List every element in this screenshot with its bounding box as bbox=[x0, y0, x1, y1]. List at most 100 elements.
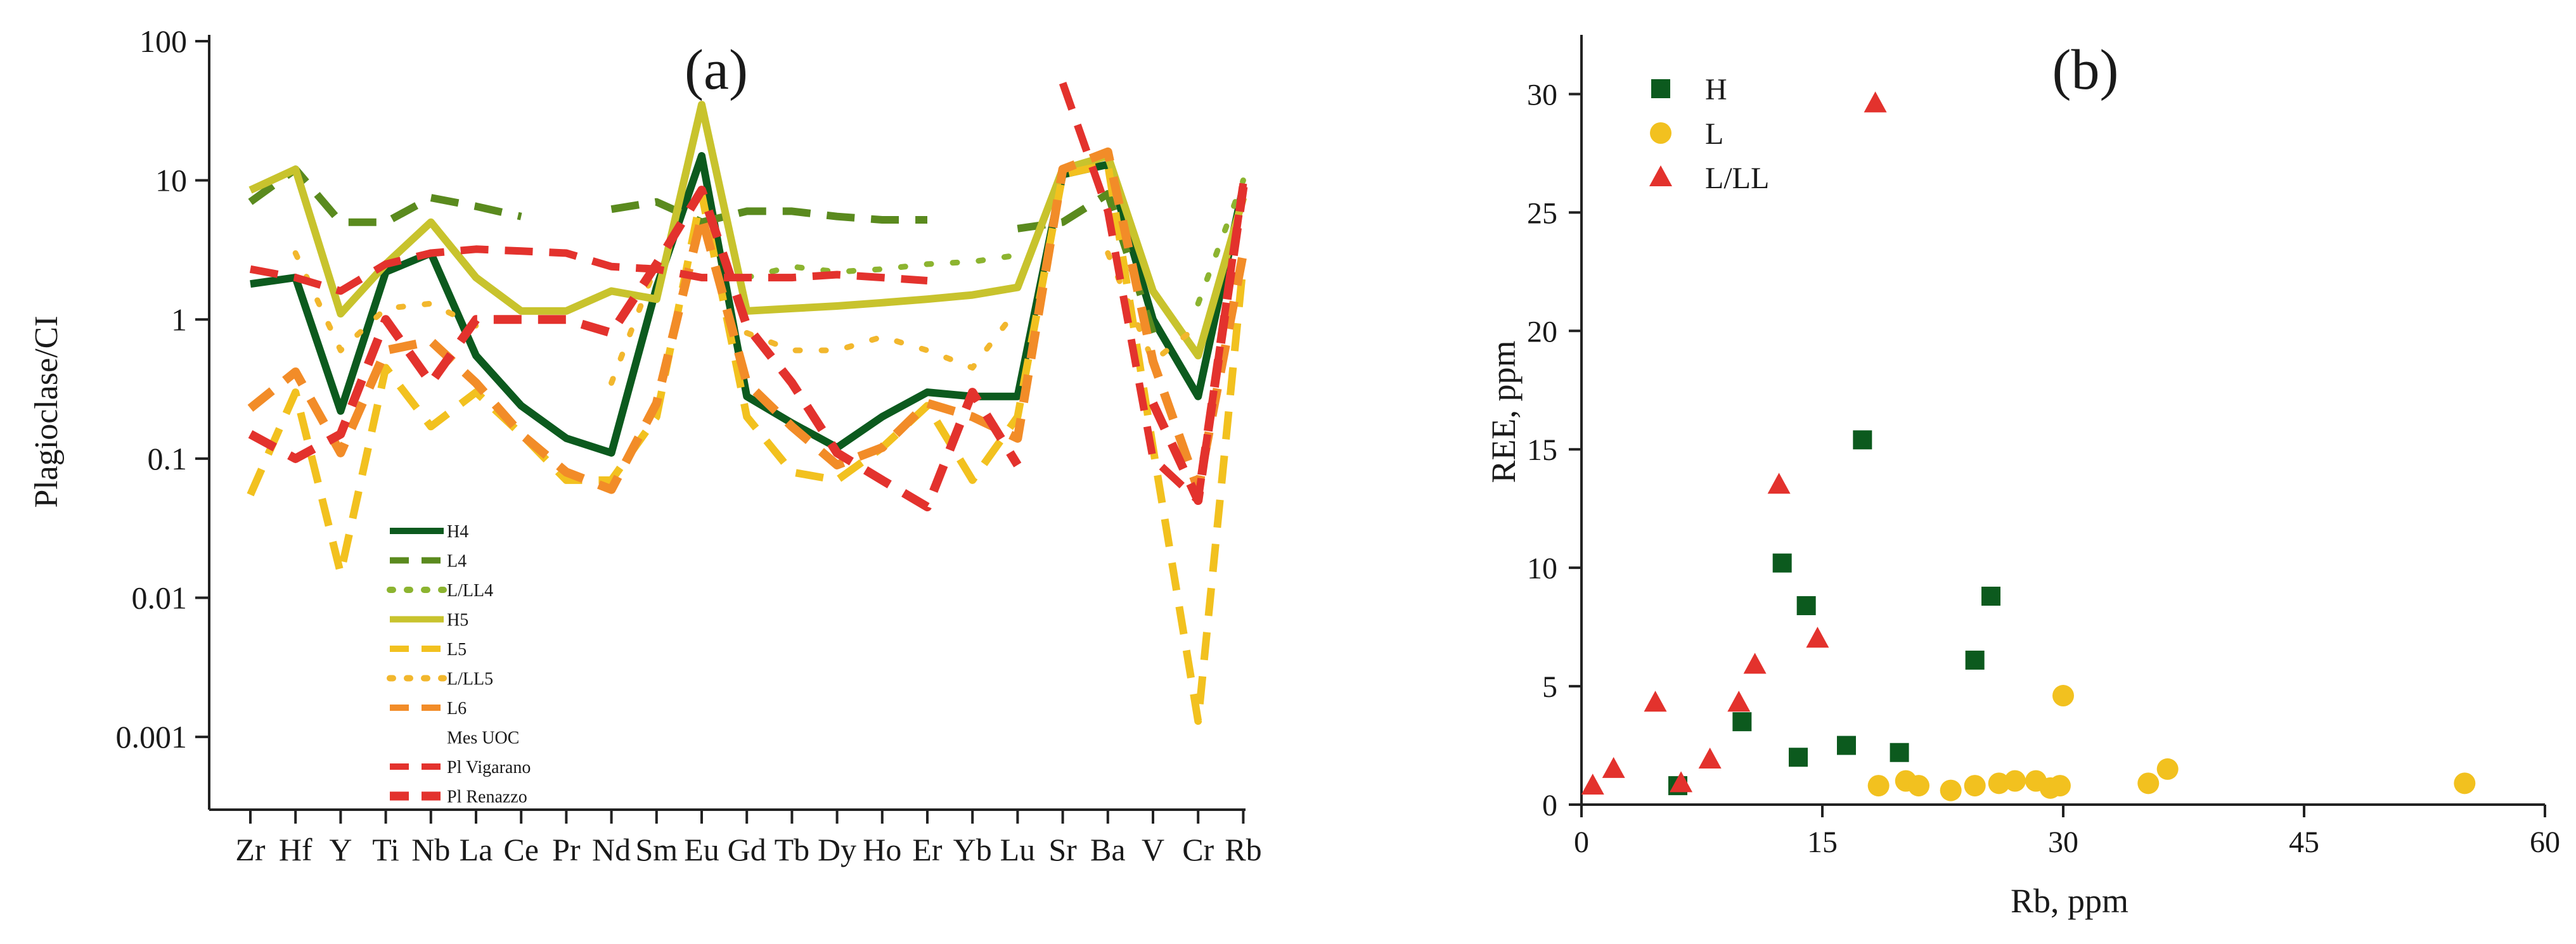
series-line-pl-renazzo bbox=[248, 186, 1248, 512]
legend-label-h: H bbox=[1705, 73, 1727, 106]
legend-label-mes-uoc: Mes UOC bbox=[447, 729, 519, 748]
point-l bbox=[1988, 772, 2010, 794]
legend-label-l-ll5: L/LL5 bbox=[447, 670, 493, 689]
point-l bbox=[2004, 770, 2026, 792]
panel-b-y-tick-label: 10 bbox=[1527, 552, 1557, 585]
panel-b-x-tick-label: 60 bbox=[2530, 826, 2560, 859]
panel-a-x-tick-label-ti: Ti bbox=[372, 832, 399, 867]
point-l-ll bbox=[1864, 91, 1887, 113]
point-l-ll bbox=[1727, 691, 1751, 712]
panel-a-x-tick-label-nd: Nd bbox=[592, 832, 631, 867]
point-l bbox=[2156, 758, 2179, 780]
panel-a-x-tick-label-lu: Lu bbox=[1000, 832, 1036, 867]
panel-a-x-tick-label-ho: Ho bbox=[863, 832, 901, 867]
panel-b-y-tick-label: 25 bbox=[1527, 196, 1557, 230]
panel-b-points bbox=[1581, 91, 2476, 801]
point-l bbox=[1940, 779, 1962, 801]
panel-b-x-tick-label: 45 bbox=[2289, 826, 2319, 859]
panel-a: (a) Plagioclase/CI 100 10 1 0.1 0.01 0.001 Zr H… bbox=[29, 23, 1262, 867]
panel-a-x-tick-label-rb: Rb bbox=[1225, 832, 1261, 867]
point-h bbox=[1890, 743, 1909, 762]
panel-a-y-tick-label: 0.001 bbox=[116, 719, 188, 755]
point-l-ll bbox=[1767, 473, 1791, 494]
point-l-ll bbox=[1581, 774, 1604, 795]
panel-b-y-tick-label: 20 bbox=[1527, 315, 1557, 348]
legend-label-l-ll: L/LL bbox=[1705, 162, 1769, 195]
panel-a-tick-labels: 100 10 1 0.1 0.01 0.001 Zr Hf Y Ti Nb La Ce Pr Nd Sm Eu G… bbox=[116, 23, 1262, 867]
point-h bbox=[1772, 553, 1792, 573]
panel-a-y-tick-label: 0.1 bbox=[148, 441, 188, 476]
panel-a-y-tick-label: 0.01 bbox=[132, 580, 188, 616]
panel-b-x-axis-label: Rb, ppm bbox=[2011, 882, 2128, 920]
legend-label-pl-vigarano: Pl Vigarano bbox=[447, 758, 531, 777]
series-line-l-ll4 bbox=[744, 177, 1246, 307]
panel-a-x-tick-label-sm: Sm bbox=[635, 832, 678, 867]
panel-a-y-tick-label: 1 bbox=[171, 302, 187, 337]
panel-a-x-tick-label-la: La bbox=[460, 832, 493, 867]
panel-a-x-tick-label-ce: Ce bbox=[503, 832, 539, 867]
point-l-ll bbox=[1670, 771, 1693, 793]
panel-a-x-tick-label-zr: Zr bbox=[235, 832, 266, 867]
panel-a-legend: H4 L4 L/LL4 H5 L5 L/LL5 L6 Mes UOC Pl Vigarano Pl… bbox=[387, 522, 531, 807]
point-l bbox=[2137, 772, 2160, 794]
panel-a-x-tick-label-eu: Eu bbox=[684, 832, 719, 867]
point-l bbox=[1867, 775, 1890, 797]
series-line-pl-vigarano bbox=[249, 82, 1247, 504]
series-line-l5 bbox=[247, 160, 1247, 725]
point-l-ll bbox=[1698, 747, 1722, 769]
panel-b: (b) REE, ppm Rb, ppm 0 15 30 45 60 0 5 10 15 20 25… bbox=[1484, 35, 2560, 920]
panel-a-axes bbox=[195, 35, 1246, 824]
panel-b-axes bbox=[1569, 35, 2546, 817]
panel-b-x-tick-label: 0 bbox=[1574, 826, 1589, 859]
legend-label-l: L bbox=[1705, 117, 1723, 151]
point-l-ll bbox=[1743, 653, 1767, 674]
series-line-h5 bbox=[248, 101, 1247, 360]
panel-a-x-tick-label-ba: Ba bbox=[1090, 832, 1126, 867]
panel-a-x-tick-label-cr: Cr bbox=[1182, 832, 1214, 867]
panel-a-x-tick-label-y: Y bbox=[329, 832, 352, 867]
panel-b-y-tick-label: 5 bbox=[1542, 670, 1557, 704]
panel-b-label: (b) bbox=[2052, 39, 2119, 101]
point-h bbox=[1837, 736, 1856, 755]
legend-label-h4: H4 bbox=[447, 522, 468, 542]
panel-a-x-tick-label-gd: Gd bbox=[728, 832, 766, 867]
legend-marker-l-ll bbox=[1649, 165, 1672, 186]
panel-b-tick-labels: 0 15 30 45 60 0 5 10 15 20 25 30 bbox=[1527, 78, 2560, 859]
legend-label-l-ll4: L/LL4 bbox=[447, 581, 493, 601]
point-h bbox=[1789, 748, 1808, 767]
point-h bbox=[1965, 650, 1985, 670]
legend-label-l4: L4 bbox=[447, 552, 467, 571]
panel-a-x-tick-label-dy: Dy bbox=[818, 832, 856, 867]
legend-marker-l bbox=[1650, 122, 1671, 144]
point-l bbox=[2454, 772, 2476, 794]
panel-a-x-tick-label-hf: Hf bbox=[279, 832, 312, 867]
panel-b-y-tick-label: 15 bbox=[1527, 433, 1557, 467]
panel-b-y-axis-label: REE, ppm bbox=[1484, 341, 1523, 483]
legend-marker-h bbox=[1651, 79, 1670, 98]
panel-a-x-tick-label-nb: Nb bbox=[411, 832, 450, 867]
point-l bbox=[1908, 775, 1929, 797]
point-l bbox=[1964, 775, 1986, 797]
point-l-ll bbox=[1602, 756, 1625, 778]
panel-b-x-tick-label: 30 bbox=[2048, 826, 2078, 859]
panel-a-y-tick-label: 10 bbox=[155, 163, 187, 198]
series-line-l6 bbox=[247, 147, 1248, 494]
panel-b-y-tick-label: 0 bbox=[1542, 789, 1557, 822]
point-h bbox=[1732, 712, 1752, 732]
panel-b-legend: HL L/LL bbox=[1649, 73, 1769, 195]
panel-a-x-tick-label-yb: Yb bbox=[953, 832, 992, 867]
panel-b-y-tick-label: 30 bbox=[1527, 78, 1557, 112]
point-l-ll bbox=[1806, 627, 1829, 648]
legend-label-l6: L6 bbox=[447, 699, 467, 718]
legend-label-pl-renazzo: Pl Renazzo bbox=[447, 788, 527, 807]
panel-a-x-tick-label-sr: Sr bbox=[1048, 832, 1077, 867]
point-h bbox=[1981, 587, 2000, 606]
panel-a-x-tick-label-v: V bbox=[1142, 832, 1164, 867]
legend-label-h5: H5 bbox=[447, 611, 468, 630]
legend-label-l5: L5 bbox=[447, 640, 467, 660]
panel-a-label: (a) bbox=[685, 39, 748, 101]
panel-a-series-lines bbox=[247, 82, 1248, 725]
point-l-ll bbox=[1644, 691, 1667, 712]
point-h bbox=[1853, 430, 1872, 450]
